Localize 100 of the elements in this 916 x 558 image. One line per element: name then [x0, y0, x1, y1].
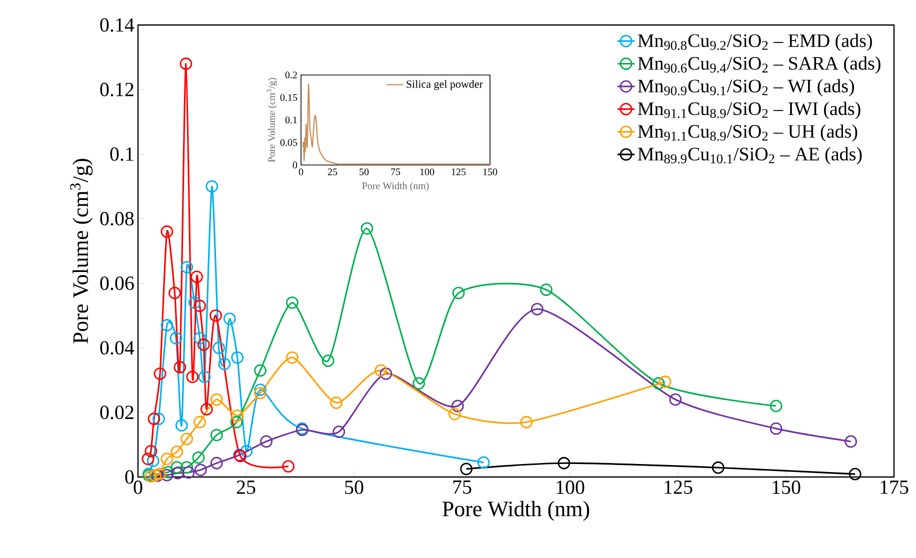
- legend-label: Mn$_{90.8}$Cu$_{9.2}$/SiO$_{2}$ – EMD (ads): [638, 34, 872, 51]
- point: [154, 367, 166, 380]
- point: [210, 393, 223, 406]
- x-tick-label: 50: [345, 480, 364, 494]
- point: [180, 58, 192, 70]
- y-axis-title: Pore Volume (cm$^{3}$/g): [70, 158, 93, 344]
- point: [206, 180, 218, 193]
- point: [282, 460, 295, 473]
- y-tick-label: 0.2: [285, 72, 297, 78]
- legend-label: Silica gel powder: [406, 80, 483, 90]
- point: [162, 466, 174, 478]
- x-tick-label: 175: [880, 480, 908, 494]
- y-tick-label: 0: [292, 162, 298, 168]
- point: [451, 400, 464, 412]
- point: [412, 377, 426, 390]
- point: [652, 377, 665, 390]
- point: [194, 464, 207, 476]
- y-tick-label: 0.06: [100, 276, 134, 290]
- point: [160, 468, 174, 482]
- point: [186, 370, 199, 384]
- point: [254, 384, 266, 396]
- point: [669, 393, 682, 406]
- point: [146, 454, 160, 468]
- point: [188, 296, 201, 309]
- point: [218, 358, 231, 370]
- point: [260, 435, 273, 448]
- y-tick-label: 0.02: [100, 406, 134, 420]
- point: [448, 408, 461, 420]
- point: [152, 412, 165, 426]
- point: [712, 461, 724, 474]
- point: [332, 426, 346, 438]
- y-tick-label: 0.12: [100, 82, 134, 96]
- y-tick-label: 0.04: [100, 341, 134, 355]
- y-axis-title: Pore Volume (cm$^{3}$/g): [266, 78, 278, 162]
- x-tick-label: 0: [298, 168, 304, 176]
- point: [175, 419, 188, 432]
- point: [360, 222, 374, 235]
- point: [182, 466, 195, 479]
- x-tick-label: 100: [420, 168, 434, 176]
- point: [172, 466, 184, 480]
- point: [160, 452, 174, 466]
- point: [530, 302, 544, 316]
- point: [180, 432, 194, 446]
- point: [452, 286, 465, 300]
- point: [658, 376, 672, 388]
- point: [142, 452, 154, 466]
- point: [210, 456, 223, 470]
- point: [848, 468, 862, 480]
- point: [210, 428, 223, 442]
- point: [558, 456, 570, 470]
- point: [770, 422, 782, 435]
- point: [192, 451, 205, 464]
- point: [144, 444, 158, 458]
- y-tick-label: 0.05: [280, 139, 298, 146]
- point: [770, 400, 782, 412]
- point: [180, 461, 194, 474]
- point: [170, 446, 184, 458]
- x-tick-label: 150: [772, 480, 800, 494]
- point: [231, 409, 244, 422]
- point: [198, 370, 211, 384]
- point: [254, 364, 266, 377]
- point: [160, 319, 174, 332]
- point: [844, 435, 858, 448]
- y-tick-label: 0.1: [110, 147, 134, 161]
- point: [520, 416, 533, 428]
- x-tick-label: 25: [236, 480, 256, 494]
- x-tick-label: 125: [664, 480, 692, 494]
- y-tick-label: 0.1: [285, 116, 297, 124]
- point: [194, 416, 206, 428]
- x-axis-title: Pore Width (nm): [362, 182, 429, 192]
- legend-label: Mn$_{90.6}$Cu$_{9.4}$/SiO$_{2}$ – SARA (ads): [638, 56, 880, 74]
- point: [174, 361, 186, 374]
- point: [180, 260, 194, 274]
- point: [212, 342, 225, 354]
- point: [254, 386, 266, 400]
- x-tick-label: 100: [556, 480, 584, 494]
- x-axis-title: Pore Width (nm): [442, 500, 590, 521]
- y-tick-label: 0.14: [100, 18, 134, 32]
- point: [477, 456, 490, 469]
- point: [168, 286, 181, 300]
- x-tick-label: 125: [452, 168, 466, 176]
- legend-label: Mn$_{91.1}$Cu$_{8.9}$/SiO$_{2}$ – UH (ads): [638, 124, 858, 142]
- point: [540, 284, 552, 296]
- y-tick-label: 0.15: [280, 94, 298, 101]
- x-tick-label: 50: [360, 168, 369, 176]
- point: [210, 309, 222, 322]
- point: [197, 338, 210, 351]
- point: [322, 354, 334, 367]
- legend-label: Mn$_{90.9}$Cu$_{9.1}$/SiO$_{2}$ – WI (ads): [638, 79, 854, 96]
- point: [374, 364, 387, 377]
- point: [160, 225, 174, 238]
- x-tick-label: 75: [453, 480, 472, 494]
- point: [240, 444, 253, 458]
- legend-label: Mn$_{89.9}$Cu$_{10.1}$/SiO$_{2}$ – AE (ads): [638, 147, 862, 164]
- legend-label: Mn$_{91.1}$Cu$_{8.9}$/SiO$_{2}$ – IWI (ads): [638, 102, 860, 119]
- point: [170, 332, 182, 344]
- point: [170, 461, 184, 474]
- point: [190, 270, 203, 284]
- y-tick-label: 0.08: [100, 212, 134, 226]
- x-tick-label: 75: [391, 168, 400, 176]
